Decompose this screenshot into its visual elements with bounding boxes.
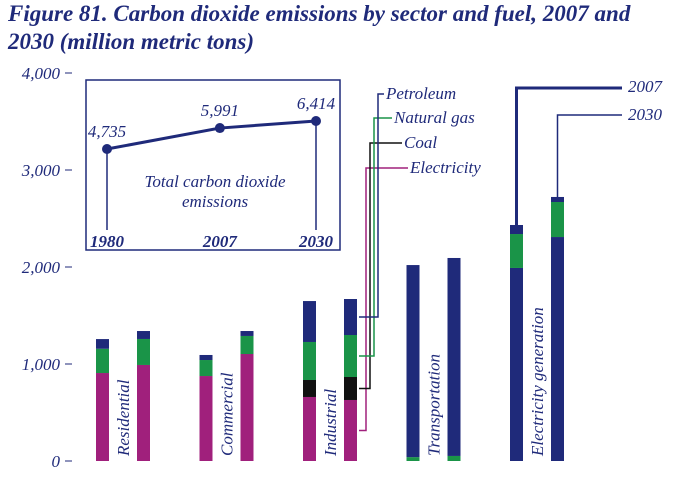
category-label: Transportation xyxy=(425,354,444,456)
bar-segment xyxy=(344,299,357,335)
bar-segment xyxy=(406,457,420,461)
bar-segment xyxy=(137,331,150,339)
bar-segment xyxy=(551,202,564,238)
x-tick-label: 2030 xyxy=(298,232,334,251)
legend-leader xyxy=(359,93,384,318)
bar-segment xyxy=(344,334,357,377)
legend-leader xyxy=(359,117,392,357)
y-tick-label: 2,000 xyxy=(22,258,61,277)
bar-segment xyxy=(510,234,523,268)
x-tick-label: 2007 xyxy=(202,232,239,251)
point xyxy=(311,116,321,126)
legend-label: Electricity xyxy=(409,158,481,177)
value-label: 6,414 xyxy=(297,94,336,113)
y-tick-label: 0 xyxy=(52,452,61,471)
bar-segment xyxy=(510,224,523,235)
bar-segment xyxy=(447,257,461,456)
bar-segment xyxy=(344,399,357,461)
legend-leader xyxy=(359,142,402,390)
bar-segment xyxy=(303,301,316,342)
bar-segment xyxy=(551,237,564,461)
year-leader xyxy=(515,86,622,225)
bar-segment xyxy=(303,380,316,397)
chart-title: Figure 81. Carbon dioxide emissions by s… xyxy=(8,1,631,54)
bar-segment xyxy=(406,265,420,458)
bar-segment xyxy=(96,348,109,374)
y-tick-label: 3,000 xyxy=(21,161,61,180)
category-label: Commercial xyxy=(218,372,237,456)
bar-segment xyxy=(344,376,357,400)
inset-frame xyxy=(85,79,341,251)
bar-segment xyxy=(199,376,213,461)
bar-segment xyxy=(303,341,316,381)
point xyxy=(102,144,112,154)
bar-segment xyxy=(199,354,213,361)
year-label: 2007 xyxy=(628,77,664,96)
y-tick-label: 4,000 xyxy=(22,64,61,83)
bar-segment xyxy=(137,338,150,365)
bar-segment xyxy=(137,364,150,461)
legend-label: Coal xyxy=(404,133,437,152)
year-label: 2030 xyxy=(628,105,663,124)
bar-segment xyxy=(240,354,254,461)
category-label: Electricity generation xyxy=(528,307,547,457)
bar-segment xyxy=(551,196,564,203)
bar-segment xyxy=(96,339,109,349)
point xyxy=(214,123,225,134)
value-label: 4,735 xyxy=(88,122,126,141)
legend-label: Natural gas xyxy=(393,108,475,127)
bar-segment xyxy=(510,267,523,461)
inset-title-box: Total carbon dioxide emissions xyxy=(144,172,286,211)
legend-leader xyxy=(359,167,408,432)
value-label: 5,991 xyxy=(201,101,239,120)
bar-segment xyxy=(240,335,254,355)
y-tick-label: 1,000 xyxy=(22,355,61,374)
x-tick-label: 1980 xyxy=(90,232,125,251)
legend-label: Petroleum xyxy=(385,84,456,103)
category-label: Industrial xyxy=(321,389,340,457)
bar-segment xyxy=(240,331,254,336)
year-leader xyxy=(556,114,622,197)
bar-segment xyxy=(96,373,109,461)
bar-segment xyxy=(447,455,461,461)
bar-segment xyxy=(303,396,316,461)
inset-title: Total carbon dioxide emissions xyxy=(144,172,286,211)
bar-segment xyxy=(199,360,213,377)
category-label: Residential xyxy=(114,379,133,457)
